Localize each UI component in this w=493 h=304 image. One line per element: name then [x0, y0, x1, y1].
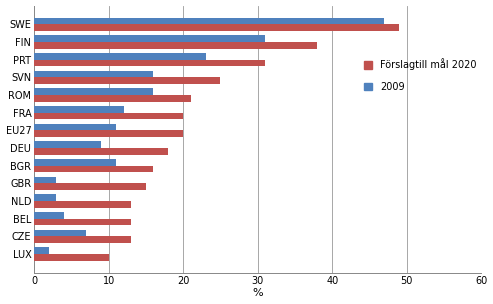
Bar	[34, 88, 153, 95]
Bar	[34, 71, 153, 78]
Bar	[34, 194, 56, 201]
Bar	[34, 106, 124, 113]
Bar	[34, 148, 168, 155]
Bar	[34, 53, 206, 60]
Bar	[34, 95, 191, 102]
Bar	[34, 159, 116, 166]
Bar	[34, 78, 220, 84]
Bar	[34, 130, 183, 137]
Bar	[34, 24, 399, 31]
Bar	[34, 219, 131, 225]
Bar	[34, 254, 108, 261]
Bar	[34, 183, 146, 190]
Bar	[34, 141, 101, 148]
Bar	[34, 177, 56, 183]
Bar	[34, 212, 64, 219]
Bar	[34, 201, 131, 208]
X-axis label: %: %	[252, 288, 263, 299]
Bar	[34, 60, 265, 67]
Bar	[34, 42, 317, 49]
Bar	[34, 237, 131, 243]
Bar	[34, 166, 153, 172]
Bar	[34, 35, 265, 42]
Bar	[34, 230, 86, 237]
Bar	[34, 247, 49, 254]
Legend: Förslagtill mål 2020, 2009: Förslagtill mål 2020, 2009	[364, 59, 476, 92]
Bar	[34, 18, 385, 24]
Bar	[34, 124, 116, 130]
Bar	[34, 113, 183, 119]
